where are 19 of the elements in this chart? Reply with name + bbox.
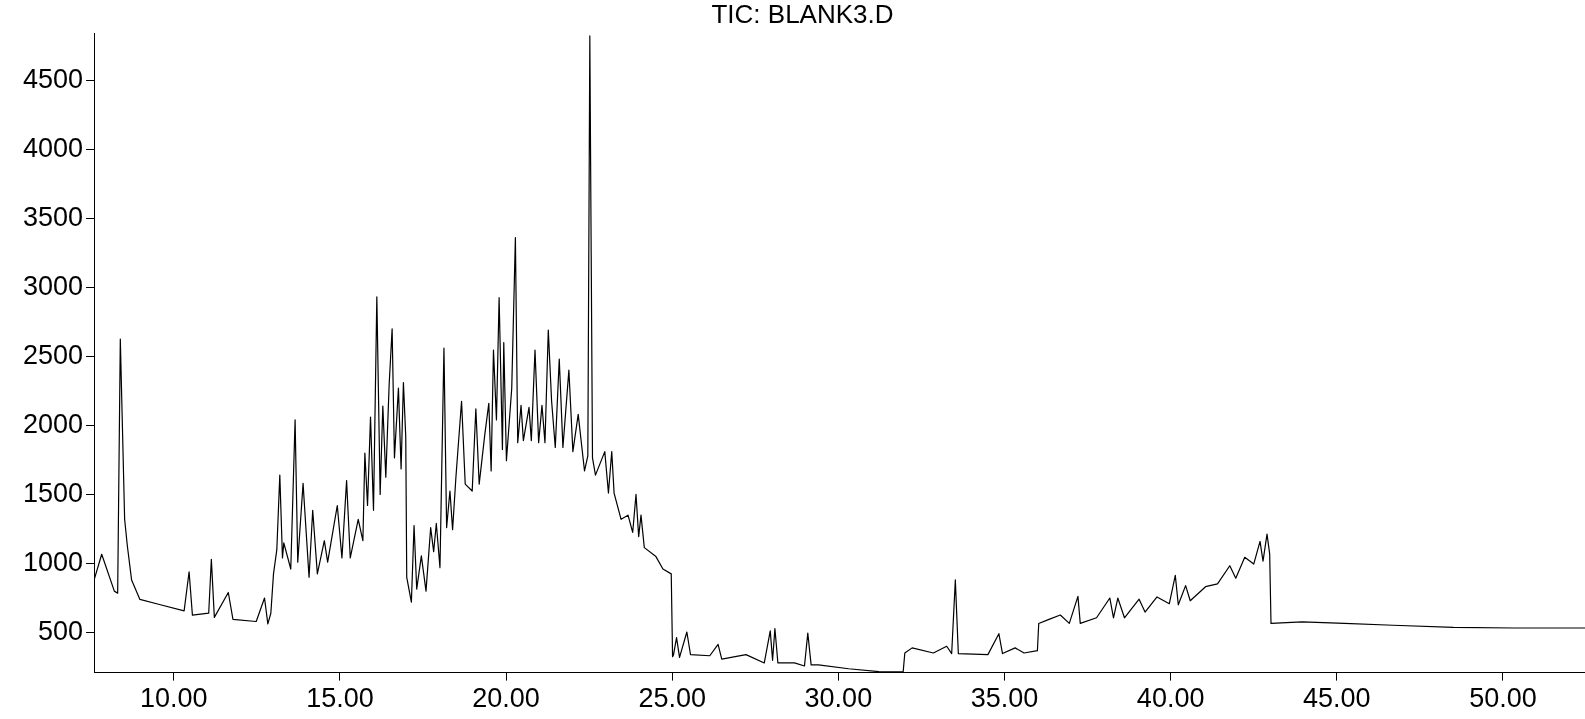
chart-title: TIC: BLANK3.D bbox=[711, 0, 894, 29]
x-tick-label: 25.00 bbox=[638, 683, 707, 714]
x-tick-label: 15.00 bbox=[306, 683, 374, 714]
x-tick-label: 50.00 bbox=[1469, 683, 1537, 714]
y-tick-label: 2000 bbox=[22, 408, 84, 439]
y-tick-label: 1500 bbox=[22, 477, 84, 508]
y-tick-label: 3500 bbox=[22, 201, 84, 232]
y-tick-label: 3000 bbox=[22, 270, 84, 301]
x-tick-label: 20.00 bbox=[472, 683, 540, 714]
y-tick-label: 4500 bbox=[22, 63, 84, 94]
x-tick-label: 35.00 bbox=[970, 683, 1039, 714]
x-tick-label: 10.00 bbox=[140, 683, 208, 714]
y-tick-label: 2500 bbox=[22, 339, 84, 370]
x-tick-label: 40.00 bbox=[1136, 683, 1205, 714]
x-tick-label: 45.00 bbox=[1303, 683, 1371, 714]
y-tick-label: 1000 bbox=[22, 546, 84, 577]
y-tick-label: 4000 bbox=[22, 132, 84, 163]
x-tick-label: 30.00 bbox=[804, 683, 873, 714]
y-tick-label: 500 bbox=[38, 616, 84, 646]
